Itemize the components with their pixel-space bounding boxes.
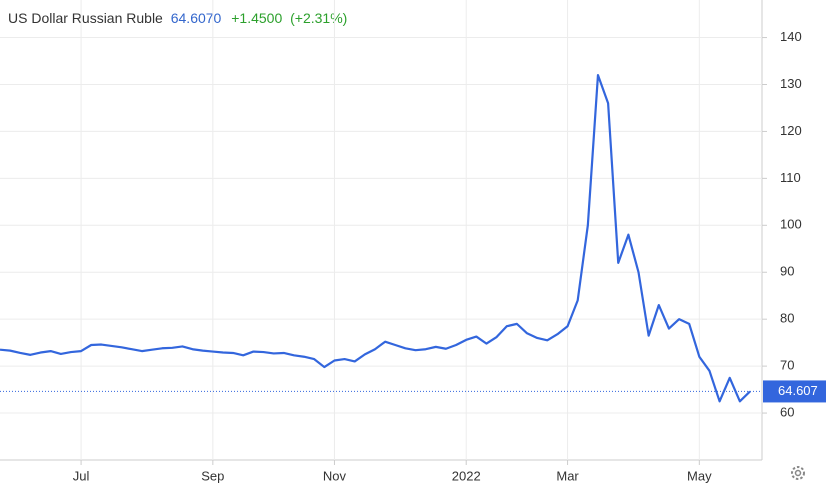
x-tick-label: Sep: [201, 468, 224, 483]
last-price: 64.6070: [171, 10, 222, 26]
chart-header: US Dollar Russian Ruble 64.6070 +1.4500 …: [8, 10, 347, 26]
price-tag: 64.607: [778, 383, 818, 398]
y-tick-label: 60: [780, 404, 794, 419]
y-tick-label: 90: [780, 264, 794, 279]
y-tick-label: 100: [780, 217, 802, 232]
price-tag-box: [763, 380, 826, 403]
y-tick-label: 140: [780, 29, 802, 44]
y-tick-label: 110: [780, 170, 801, 185]
y-tick-label: 130: [780, 76, 802, 91]
chart-title: US Dollar Russian Ruble: [8, 10, 163, 26]
x-tick-label: 2022: [452, 468, 481, 483]
x-tick-label: Nov: [323, 468, 347, 483]
x-tick-label: Mar: [556, 468, 579, 483]
settings-icon[interactable]: [791, 466, 805, 480]
y-tick-label: 120: [780, 123, 802, 138]
change-pct: (+2.31%): [290, 10, 347, 26]
change: +1.4500: [231, 10, 282, 26]
y-tick-label: 70: [780, 358, 794, 373]
price-line: [0, 74, 751, 403]
y-tick-label: 80: [780, 311, 794, 326]
x-tick-label: May: [687, 468, 712, 483]
x-tick-label: Jul: [73, 468, 90, 483]
